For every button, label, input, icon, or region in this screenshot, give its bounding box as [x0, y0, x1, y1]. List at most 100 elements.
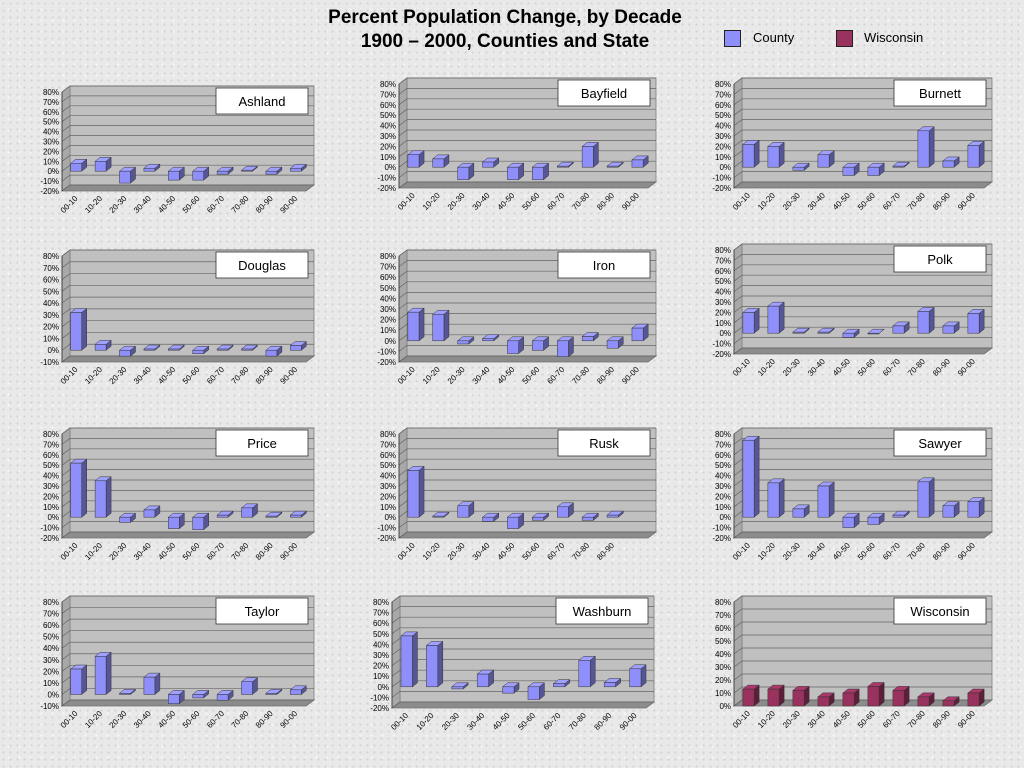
plot-floor: [60, 355, 316, 363]
chart-ashland: -20%-10%0%10%20%30%40%50%60%70%80% 00-10 1…: [40, 85, 316, 215]
chart-name: Bayfield: [581, 86, 627, 101]
gridline: [398, 323, 656, 331]
gridline: [733, 531, 992, 539]
bar-30-40: [143, 344, 161, 351]
x-tick-label: 20-30: [446, 541, 467, 562]
bar-40-50: [842, 162, 860, 177]
gridline: [61, 531, 314, 539]
chart-wisconsin: 0% 10% 20% 30% 40% 50% 60% 70% 80% 00-10 10-20 20-3…: [715, 595, 994, 730]
bar-20-30: [118, 166, 137, 184]
gridline: [391, 595, 654, 603]
x-tick-label: 90-00: [956, 191, 977, 212]
bar-70-80: [581, 332, 600, 342]
gridline: [733, 243, 992, 251]
bar-60-70: [892, 510, 910, 518]
bar-60-70: [216, 344, 234, 351]
gridline: [398, 313, 656, 320]
gridline: [398, 355, 656, 363]
y-tick-label: 10%: [43, 157, 59, 166]
chart-name-box: [893, 245, 987, 273]
y-tick-label: 0%: [384, 513, 396, 522]
bar-00-10: [742, 684, 760, 707]
y-tick-label: -20%: [40, 187, 59, 196]
x-tick-label: 30-40: [471, 541, 492, 562]
gridline: [398, 521, 656, 528]
y-tick-label: 30%: [43, 656, 59, 665]
y-tick-label: 20%: [715, 142, 731, 151]
bar-60-70: [892, 685, 910, 707]
y-tick-label: 60%: [380, 273, 396, 282]
chart-douglas: -10% 0% 10% 20% 30% 40% 50% 60% 70% 80% 00-10 10-20…: [40, 249, 316, 386]
gridline: [398, 119, 656, 126]
x-tick-label: 20-30: [446, 365, 467, 386]
y-tick-label: 80%: [715, 430, 731, 439]
bar-40-50: [506, 336, 525, 355]
y-tick-label: 30%: [43, 311, 59, 320]
gridline: [61, 641, 314, 649]
x-tick-label: 80-90: [592, 711, 613, 732]
y-tick-label: -10%: [40, 702, 59, 711]
x-tick-label: 30-40: [806, 541, 827, 562]
gridline: [398, 150, 656, 158]
bar-80-90: [603, 678, 622, 688]
x-tick-label: 60-70: [545, 365, 566, 386]
x-tick-label: 40-50: [496, 541, 517, 562]
x-tick-label: 60-70: [542, 711, 563, 732]
x-tick-label: 50-60: [856, 709, 877, 730]
bar-90-00: [967, 140, 985, 168]
bar-80-90: [942, 501, 960, 518]
x-tick-label: 80-90: [595, 541, 616, 562]
y-tick-label: 10%: [43, 503, 59, 512]
y-tick-label: 50%: [380, 461, 396, 470]
x-tick-label: 00-10: [396, 191, 417, 212]
y-tick-label: 10%: [43, 334, 59, 343]
gridline: [61, 174, 314, 182]
chart-name: Iron: [593, 258, 615, 273]
y-tick-label: -10%: [712, 524, 731, 533]
y-tick-label: 60%: [715, 624, 731, 633]
gridline: [398, 160, 656, 168]
y-tick-label: 0%: [719, 163, 731, 172]
y-tick-label: 20%: [715, 492, 731, 501]
y-tick-label: 70%: [380, 263, 396, 272]
bar-50-60: [191, 512, 210, 531]
bar-30-40: [817, 692, 835, 707]
chart-sawyer: -20%-10% 0%10% 20%30%40% 50%60% 70%80% 00-10 1…: [712, 427, 994, 562]
y-tick-label: 0%: [384, 163, 396, 172]
y-tick-label: 20%: [715, 676, 731, 685]
x-tick-label: 30-40: [132, 365, 153, 386]
y-tick-label: 50%: [715, 111, 731, 120]
y-tick-label: 10%: [380, 153, 396, 162]
x-tick-label: 70-80: [570, 541, 591, 562]
gridline: [61, 458, 314, 466]
bar-60-70: [556, 502, 575, 518]
gridline: [733, 634, 992, 642]
y-tick-label: 10%: [715, 689, 731, 698]
gridline: [733, 490, 992, 497]
y-tick-label: 70%: [380, 440, 396, 449]
x-tick-label: 40-50: [491, 711, 512, 732]
x-tick-label: 70-80: [906, 709, 927, 730]
x-tick-label: 40-50: [831, 191, 852, 212]
gridline: [61, 135, 314, 142]
x-tick-label: 10-20: [421, 365, 442, 386]
plot-floor: [390, 701, 656, 709]
bar-00-10: [400, 631, 419, 688]
x-tick-label: 80-90: [595, 365, 616, 386]
x-tick-label: 30-40: [806, 709, 827, 730]
bar-60-70: [556, 161, 575, 168]
x-tick-label: 80-90: [931, 709, 952, 730]
gridline: [61, 320, 314, 327]
gridline: [398, 292, 656, 299]
bar-20-30: [118, 345, 137, 357]
chart-bayfield: -20%-10% 0%10% 20%30%40% 50%60% 70%80% 00-10 1…: [377, 77, 658, 212]
y-tick-label: 40%: [715, 288, 731, 297]
bar-00-10: [407, 150, 425, 168]
gridline: [391, 659, 654, 666]
gridline: [61, 595, 314, 603]
plot-floor: [397, 531, 658, 539]
bar-60-70: [552, 679, 571, 688]
bar-80-90: [606, 161, 624, 168]
bar-10-20: [767, 141, 785, 168]
bar-80-90: [265, 345, 283, 357]
